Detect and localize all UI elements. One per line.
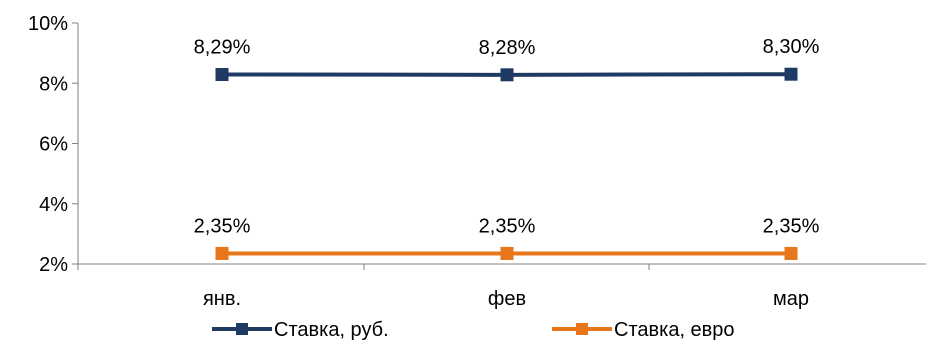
data-point-marker	[500, 246, 514, 260]
x-tick-label: янв.	[203, 288, 241, 310]
data-label: 8,30%	[763, 36, 820, 58]
data-point-marker	[500, 68, 514, 82]
data-point-marker	[215, 68, 229, 82]
data-point-marker	[784, 246, 798, 260]
y-tick-label: 6%	[39, 134, 68, 156]
data-label: 2,35%	[763, 215, 820, 237]
x-tick-label: мар	[773, 288, 809, 310]
data-point-marker	[215, 246, 229, 260]
y-tick-label: 2%	[39, 254, 68, 276]
y-tick-label: 8%	[39, 73, 68, 95]
y-tick-label: 10%	[28, 13, 68, 35]
data-point-marker	[784, 67, 798, 81]
data-label: 8,28%	[479, 37, 536, 59]
legend-marker	[576, 323, 588, 335]
legend-marker	[236, 323, 248, 335]
data-label: 2,35%	[194, 215, 251, 237]
data-label: 2,35%	[479, 215, 536, 237]
x-tick-label: фев	[488, 288, 526, 310]
legend-label: Ставка, руб.	[274, 319, 389, 341]
legend-label: Ставка, евро	[614, 319, 735, 341]
data-label: 8,29%	[194, 37, 251, 59]
y-tick-label: 4%	[39, 194, 68, 216]
